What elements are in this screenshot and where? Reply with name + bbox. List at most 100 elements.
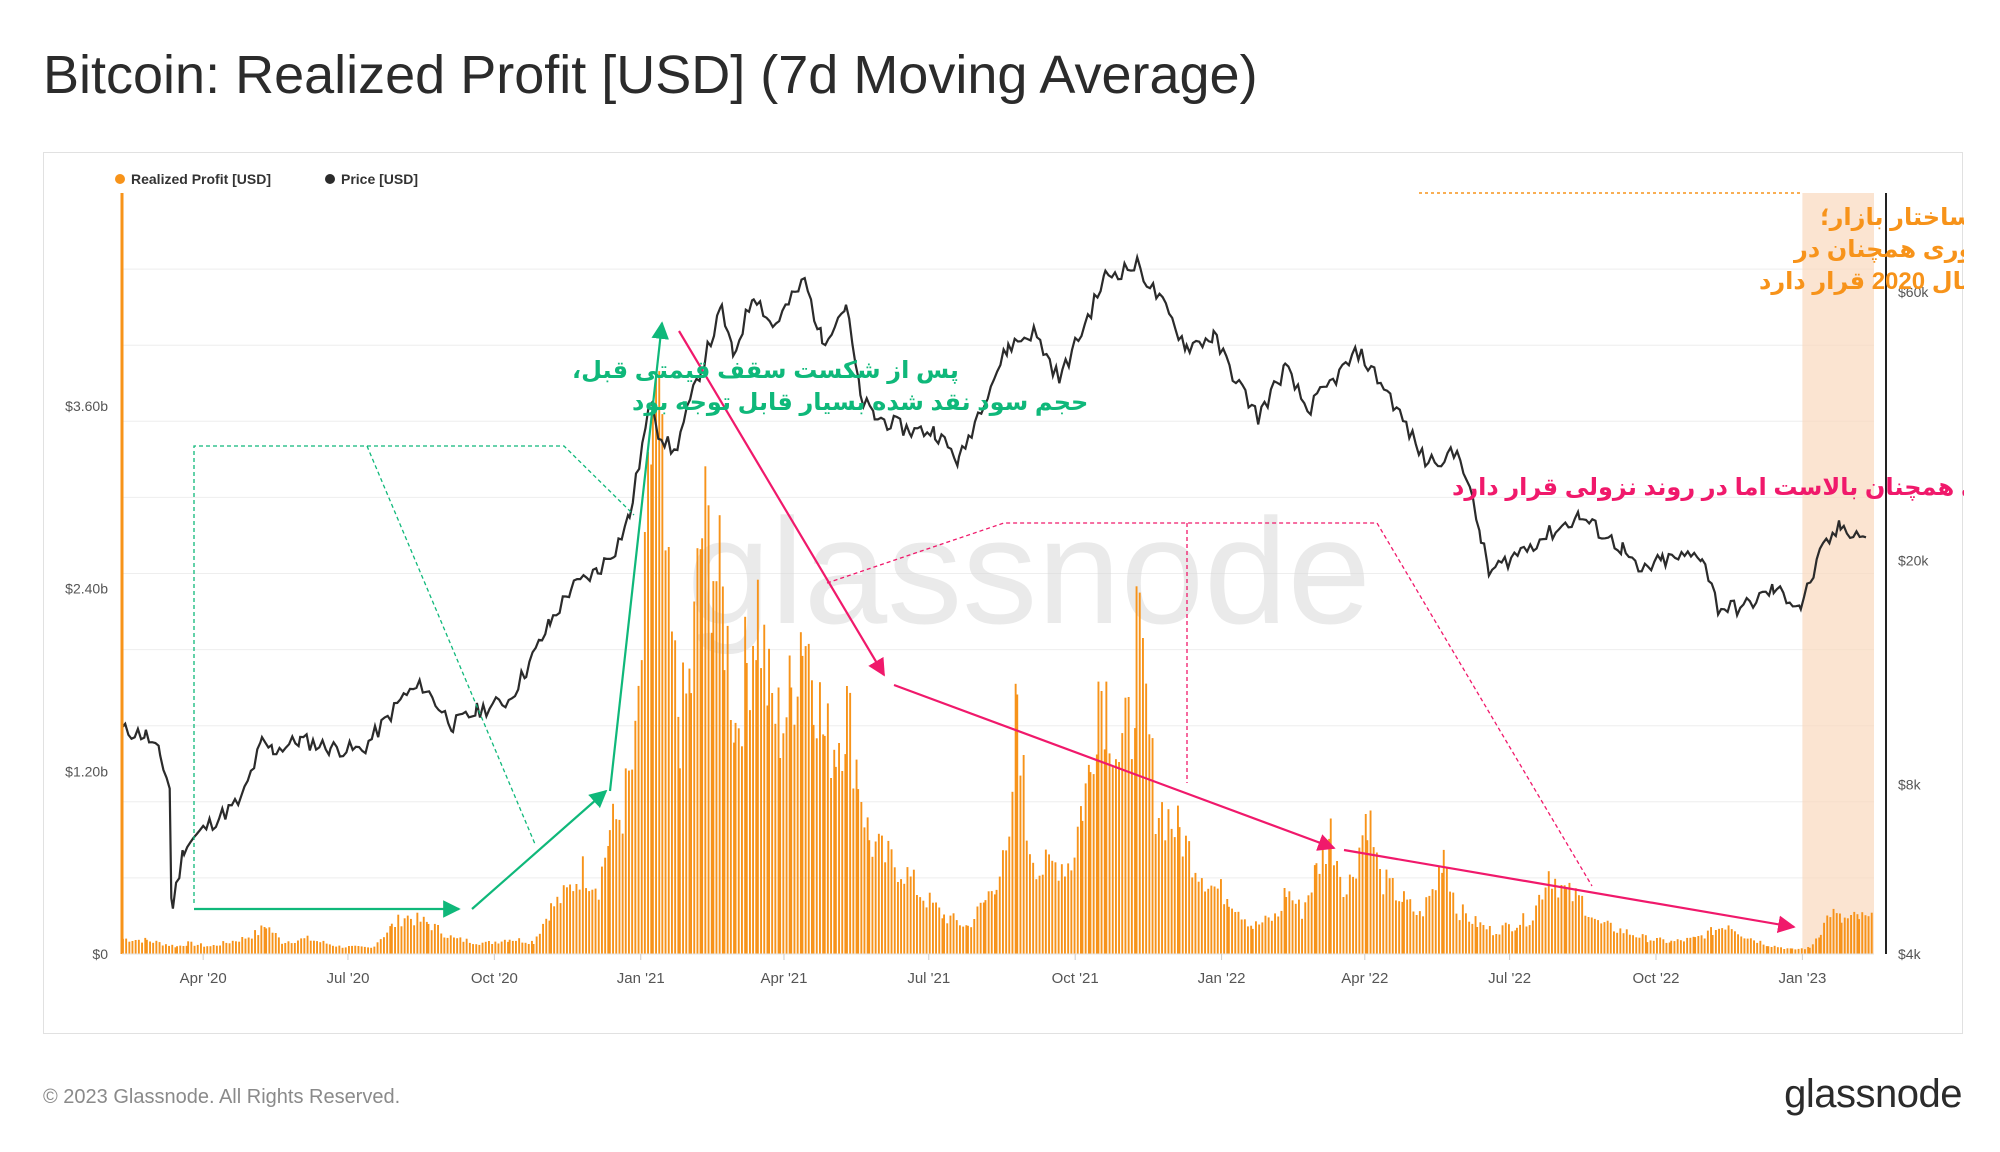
y-right-tick-label: $20k [1898,553,1929,569]
profit-bar [475,944,478,954]
profit-bar [338,945,341,954]
profit-bar [1770,947,1773,954]
profit-bar [1105,681,1108,954]
profit-bar [155,940,158,954]
profit-bar [893,867,896,954]
profit-bar [701,538,704,954]
profit-bar [690,693,692,954]
green-guide-2 [366,445,536,845]
profit-bar [161,945,164,954]
profit-bar [484,941,487,954]
profit-bar [1339,876,1342,954]
profit-bar [881,835,883,954]
legend[interactable]: Realized Profit [USD] Price [USD] [115,171,418,187]
profit-bar [998,876,1001,954]
profit-bar [615,819,618,954]
profit-bar [293,943,296,954]
profit-bar [863,827,866,954]
profit-bar [1167,809,1170,954]
profit-bar [1401,901,1404,954]
profit-bar [737,728,740,954]
profit-bar [628,770,630,954]
profit-bar [1240,919,1243,954]
profit-bar [838,743,840,954]
profit-bar [468,942,471,954]
x-tick-label: Oct '22 [1632,970,1679,987]
profit-bar [503,939,506,954]
profit-bar [1220,879,1222,954]
profit-bar [1185,835,1187,954]
profit-bar [443,937,446,954]
profit-bar [976,906,979,954]
profit-bar [922,900,925,954]
profit-bar [1210,885,1213,954]
annotation-green-line: حجم سود نقد شده بسیار قابل توجه بود [632,389,1088,416]
profit-bar [419,921,422,954]
profit-bar [521,942,524,954]
profit-bar [860,802,863,954]
profit-bar [618,819,621,954]
profit-bar [1780,947,1782,954]
chart[interactable]: glassnode $0 $1.20b $2.40b $3.60b $4k $8k $20k… [44,153,1964,1035]
profit-bar [507,941,509,954]
profit-bar [550,903,552,954]
profit-bar [231,940,234,954]
profit-bar [655,373,657,954]
profit-bar [1584,915,1587,954]
profit-bar [1057,880,1060,954]
profit-bar [524,942,527,954]
profit-bar [137,939,140,954]
profit-bar [1765,946,1768,954]
glassnode-logo[interactable]: glassnode [1784,1072,1962,1116]
profit-bar [373,946,376,954]
profit-bar [704,466,707,954]
profit-bar [752,645,754,954]
profit-bar [144,937,147,954]
profit-bar [707,505,710,954]
x-tick-label: Jul '21 [907,970,950,987]
profit-bar [316,941,318,954]
profit-bar [1856,914,1859,954]
profit-bar [1223,904,1226,954]
profit-bar [1011,791,1014,954]
profit-bar [1734,931,1736,954]
profit-bar [651,406,654,954]
profit-bar [397,914,400,954]
profit-bar [729,720,732,954]
profit-bar [591,889,594,954]
profit-bar [572,891,575,954]
profit-bar [281,943,283,954]
profit-bar [1476,927,1479,954]
profit-bar [744,616,747,954]
profit-bar [1800,948,1803,954]
profit-bar [1100,691,1103,954]
profit-bar [1418,911,1421,954]
x-tick-label: Jul '22 [1488,970,1531,987]
profit-bar [1191,877,1194,954]
profit-bar [494,941,497,954]
profit-bar [1581,895,1584,954]
profit-bar [819,682,821,954]
profit-bar [1369,810,1372,954]
profit-bar [265,928,268,954]
profit-bar [1767,946,1770,954]
profit-bar [1535,905,1537,954]
profit-bar [1789,948,1792,954]
profit-bar [456,938,459,954]
profit-bar [1173,837,1176,954]
profit-bar [149,941,151,954]
profit-bar [1294,903,1297,954]
profit-bar [1590,917,1593,954]
profit-bar [1692,936,1695,954]
profit-bar [1073,857,1076,954]
x-tick-label: Jan '22 [1198,970,1246,987]
profit-bar [601,866,603,954]
profit-bar [833,749,836,954]
profit-bar [1807,947,1810,954]
profit-bar [185,945,188,954]
profit-bar [1022,755,1025,954]
profit-bar [1157,818,1160,954]
profit-bar [1652,940,1655,954]
profit-bar [465,938,468,954]
profit-bar [699,549,702,954]
